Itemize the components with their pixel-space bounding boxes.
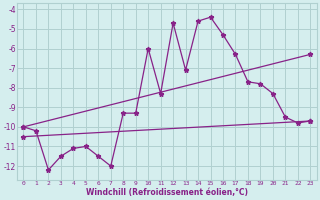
X-axis label: Windchill (Refroidissement éolien,°C): Windchill (Refroidissement éolien,°C): [86, 188, 248, 197]
